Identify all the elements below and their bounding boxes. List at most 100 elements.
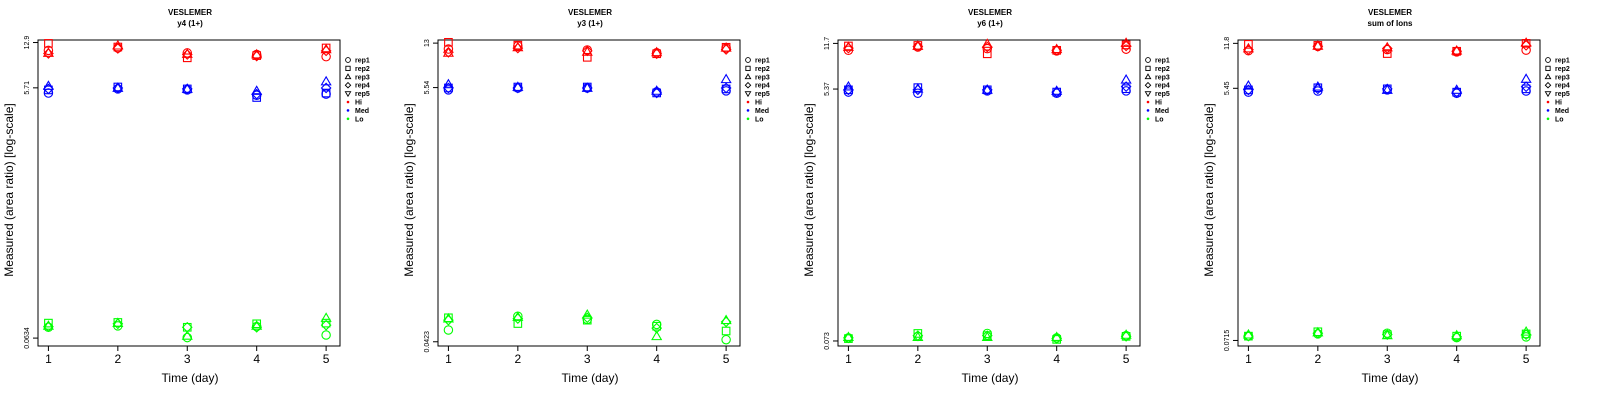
data-point <box>651 330 663 341</box>
legend-label: Hi <box>755 100 762 107</box>
plot-frame <box>37 39 341 347</box>
data-point <box>982 49 992 59</box>
data-point <box>1381 329 1393 341</box>
data-point <box>1051 86 1063 98</box>
y-tick-label: 0.073 <box>824 332 831 350</box>
x-tick-label: 4 <box>253 352 260 366</box>
data-point <box>1051 333 1063 345</box>
x-tick-label: 3 <box>1384 352 1391 366</box>
legend-label: rep1 <box>1555 58 1570 65</box>
data-point <box>843 42 854 54</box>
data-point <box>581 82 593 94</box>
chart-subtitle: y6 (1+) <box>977 19 1003 28</box>
y-tick-label: 5.54 <box>424 81 431 95</box>
data-point <box>912 84 924 96</box>
legend-marker <box>744 81 752 89</box>
data-point <box>181 330 193 340</box>
data-point <box>1520 329 1532 341</box>
data-point <box>720 316 732 328</box>
data-point <box>44 39 53 48</box>
data-point <box>181 49 193 60</box>
x-tick-label: 1 <box>445 352 452 366</box>
legend-label: rep3 <box>355 74 370 81</box>
data-point <box>1451 86 1463 98</box>
data-point <box>320 45 332 57</box>
data-point <box>1120 81 1132 92</box>
legend-label: Lo <box>355 116 364 123</box>
data-point <box>1520 73 1532 83</box>
data-point <box>651 319 662 330</box>
legend-marker <box>346 109 350 112</box>
x-tick-label: 4 <box>1453 352 1460 366</box>
data-point <box>1121 84 1131 94</box>
legend-marker <box>1144 81 1152 89</box>
x-tick-label: 1 <box>845 352 852 366</box>
data-point <box>513 40 523 50</box>
legend-marker <box>1544 91 1552 98</box>
data-point <box>112 82 124 92</box>
data-point <box>843 84 854 96</box>
data-point <box>252 93 262 102</box>
data-point <box>582 52 592 62</box>
data-point <box>42 320 54 330</box>
plot-area: 1 2 3 4 5 0.0423 5.54 13 <box>424 37 741 366</box>
legend-label: Hi <box>1555 100 1562 107</box>
legend-label: rep1 <box>1155 58 1170 65</box>
data-point <box>252 319 262 329</box>
data-point <box>651 322 663 334</box>
data-point <box>651 48 663 60</box>
data-point <box>112 318 124 330</box>
chart-subtitle: sum of Ions <box>1368 19 1413 28</box>
data-point <box>181 83 193 93</box>
data-point <box>1051 44 1063 56</box>
data-point <box>320 319 332 331</box>
legend-label: rep1 <box>355 58 370 65</box>
x-axis-label: Time (day) <box>1362 371 1419 385</box>
data-point <box>43 83 54 95</box>
chart-panel-y3: VESLEMER y3 (1+) Time (day) Measured (ar… <box>400 0 800 400</box>
data-point <box>982 43 993 54</box>
plot-frame <box>1237 39 1541 347</box>
data-point <box>1451 44 1463 55</box>
legend-label: rep5 <box>755 91 770 98</box>
legend-marker <box>745 65 751 72</box>
data-point <box>843 332 854 344</box>
data-point <box>720 73 732 84</box>
legend-marker <box>1546 109 1550 112</box>
legend-marker <box>745 57 751 63</box>
data-point <box>981 330 993 342</box>
legend-label: Med <box>755 108 769 115</box>
y-axis-label: Measured (area ratio) [log-scale] <box>1202 103 1216 276</box>
chart-subtitle: y4 (1+) <box>177 19 203 28</box>
data-point <box>251 88 263 100</box>
data-point <box>842 331 854 342</box>
x-tick-label: 2 <box>114 352 121 366</box>
x-tick-label: 5 <box>1123 352 1130 366</box>
data-point <box>1520 81 1532 93</box>
data-point <box>652 321 662 331</box>
legend-label: Hi <box>1155 100 1162 107</box>
data-point <box>581 309 593 319</box>
data-point <box>1381 43 1393 54</box>
data-point <box>1451 331 1463 343</box>
chart-subtitle: y3 (1+) <box>577 19 603 28</box>
legend-label: rep4 <box>1555 83 1570 90</box>
chart-title: VESLEMER <box>968 8 1012 17</box>
x-axis-label: Time (day) <box>162 371 219 385</box>
legend-label: Hi <box>355 100 362 107</box>
legend-marker <box>1144 91 1152 98</box>
data-point <box>1243 84 1254 96</box>
data-point <box>512 41 524 52</box>
legend-label: rep4 <box>1155 83 1170 90</box>
data-point <box>1243 330 1254 342</box>
data-point <box>721 86 731 96</box>
legend-label: rep2 <box>755 66 770 73</box>
data-point <box>981 38 993 48</box>
legend-label: Lo <box>1555 116 1564 123</box>
y-tick-label: 12.9 <box>24 36 31 50</box>
chart-title: VESLEMER <box>568 8 612 17</box>
data-point <box>1312 40 1324 50</box>
legend-marker <box>746 109 750 112</box>
legend-marker <box>1544 73 1552 80</box>
